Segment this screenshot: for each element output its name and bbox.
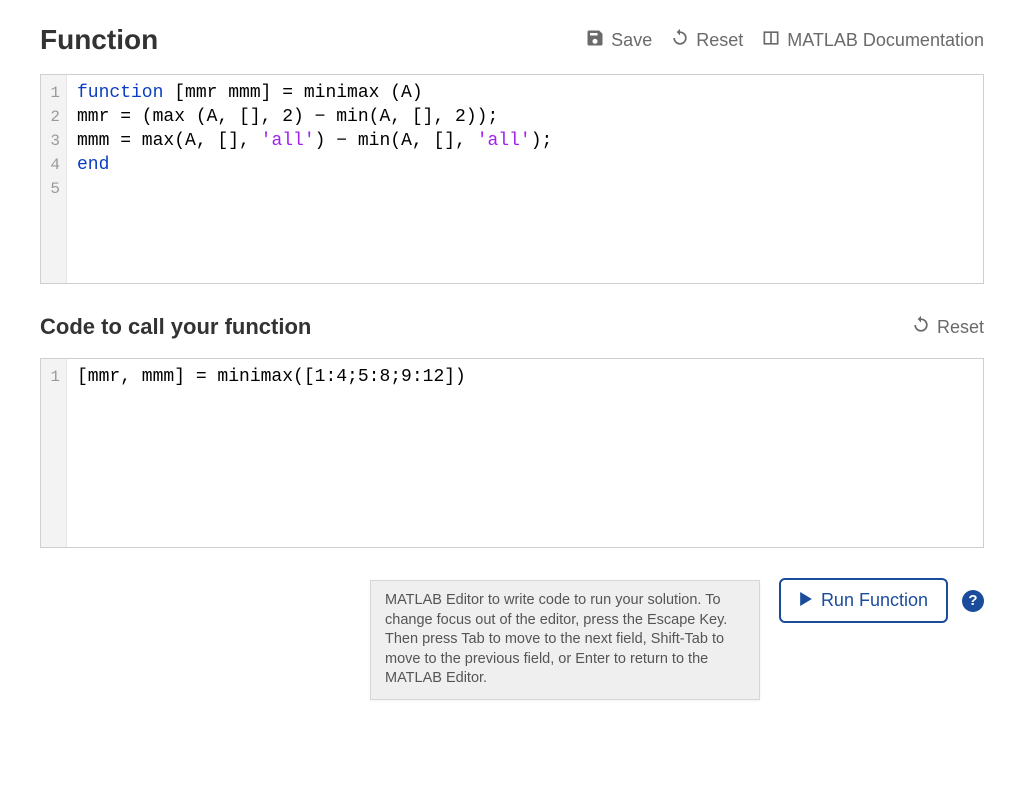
save-label: Save <box>611 30 652 51</box>
line-number: 1 <box>45 365 60 389</box>
code-token: [mmr, mmm] = minimax([1:4;5:8;9:12]) <box>77 367 466 387</box>
reset-label: Reset <box>696 30 743 51</box>
function-gutter: 12345 <box>41 75 67 283</box>
caller-title: Code to call your function <box>40 314 311 340</box>
help-glyph: ? <box>968 592 977 609</box>
code-token: ) − min(A, [], <box>315 131 477 151</box>
help-button[interactable]: ? <box>962 590 984 612</box>
page-container: Function Save Reset MATLAB Documentation <box>0 0 1024 647</box>
code-token: ); <box>531 131 553 151</box>
code-line[interactable]: end <box>77 153 973 177</box>
run-label: Run Function <box>821 590 928 611</box>
caller-gutter: 1 <box>41 359 67 547</box>
code-line[interactable]: [mmr, mmm] = minimax([1:4;5:8;9:12]) <box>77 365 973 389</box>
caller-code-area[interactable]: [mmr, mmm] = minimax([1:4;5:8;9:12]) <box>67 359 983 547</box>
code-token: [mmr mmm] = minimax (A) <box>163 83 422 103</box>
code-token: mmr = (max (A, [], 2) − min(A, [], 2)); <box>77 107 498 127</box>
docs-button[interactable]: MATLAB Documentation <box>761 28 984 53</box>
line-number: 2 <box>45 105 60 129</box>
docs-label: MATLAB Documentation <box>787 30 984 51</box>
reset-label: Reset <box>937 317 984 338</box>
caller-section-header: Code to call your function Reset <box>40 314 984 340</box>
code-token: 'all' <box>261 131 315 151</box>
line-number: 4 <box>45 153 60 177</box>
save-button[interactable]: Save <box>585 28 652 53</box>
run-function-button[interactable]: Run Function <box>779 578 948 623</box>
code-line[interactable]: function [mmr mmm] = minimax (A) <box>77 81 973 105</box>
code-token: 'all' <box>477 131 531 151</box>
tooltip-text: MATLAB Editor to write code to run your … <box>385 592 727 686</box>
caller-editor[interactable]: 1 [mmr, mmm] = minimax([1:4;5:8;9:12]) <box>40 358 984 548</box>
function-title: Function <box>40 24 158 56</box>
reset-button-caller[interactable]: Reset <box>911 315 984 340</box>
save-icon <box>585 28 605 53</box>
function-code-area[interactable]: function [mmr mmm] = minimax (A)mmr = (m… <box>67 75 983 283</box>
code-token: end <box>77 155 109 175</box>
code-token: function <box>77 83 163 103</box>
code-line[interactable]: mmm = max(A, [], 'all') − min(A, [], 'al… <box>77 129 973 153</box>
reset-icon <box>911 315 931 340</box>
line-number: 1 <box>45 81 60 105</box>
function-toolbar: Save Reset MATLAB Documentation <box>585 28 984 53</box>
function-editor[interactable]: 12345 function [mmr mmm] = minimax (A)mm… <box>40 74 984 284</box>
code-token: mmm = max(A, [], <box>77 131 261 151</box>
editor-tooltip: MATLAB Editor to write code to run your … <box>370 580 760 700</box>
caller-toolbar: Reset <box>911 315 984 340</box>
code-line[interactable]: mmr = (max (A, [], 2) − min(A, [], 2)); <box>77 105 973 129</box>
reset-button-function[interactable]: Reset <box>670 28 743 53</box>
book-icon <box>761 28 781 53</box>
code-line[interactable] <box>77 177 973 201</box>
reset-icon <box>670 28 690 53</box>
line-number: 5 <box>45 177 60 201</box>
function-section-header: Function Save Reset MATLAB Documentation <box>40 24 984 56</box>
play-icon <box>799 590 813 611</box>
line-number: 3 <box>45 129 60 153</box>
